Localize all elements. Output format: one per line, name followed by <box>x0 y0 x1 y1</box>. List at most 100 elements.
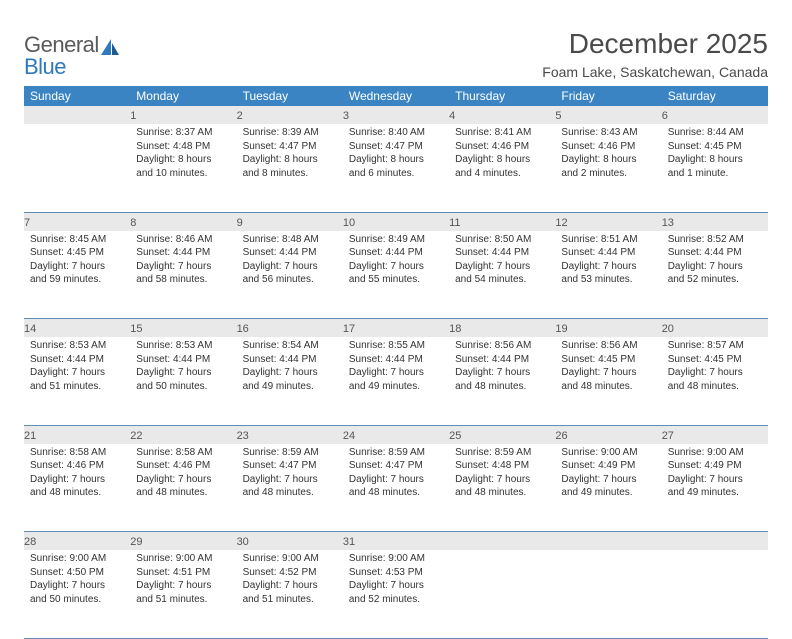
day-content: Sunrise: 8:45 AMSunset: 4:45 PMDaylight:… <box>24 231 130 291</box>
day-line: Sunset: 4:47 PM <box>349 140 443 154</box>
day-line: Sunset: 4:44 PM <box>561 246 655 260</box>
daynum-cell: 23 <box>237 425 343 444</box>
day-cell: Sunrise: 9:00 AMSunset: 4:49 PMDaylight:… <box>555 444 661 532</box>
daynum-cell: 20 <box>662 319 768 338</box>
day-number: 31 <box>343 536 355 548</box>
day-line: Sunset: 4:46 PM <box>136 459 230 473</box>
day-line: Daylight: 7 hours <box>668 473 762 487</box>
day-line: Sunset: 4:47 PM <box>243 459 337 473</box>
day-number: 23 <box>237 430 249 442</box>
day-line: and 49 minutes. <box>243 380 337 394</box>
day-number: 9 <box>237 217 243 229</box>
day-line: Sunrise: 8:53 AM <box>136 339 230 353</box>
daynum-row: 78910111213 <box>24 212 768 231</box>
day-content-row: Sunrise: 8:37 AMSunset: 4:48 PMDaylight:… <box>24 124 768 212</box>
day-line: Sunrise: 8:43 AM <box>561 126 655 140</box>
day-content: Sunrise: 9:00 AMSunset: 4:51 PMDaylight:… <box>130 550 236 610</box>
day-cell: Sunrise: 8:57 AMSunset: 4:45 PMDaylight:… <box>662 337 768 425</box>
day-content-row: Sunrise: 8:58 AMSunset: 4:46 PMDaylight:… <box>24 444 768 532</box>
day-cell: Sunrise: 8:58 AMSunset: 4:46 PMDaylight:… <box>130 444 236 532</box>
day-line: and 48 minutes. <box>561 380 655 394</box>
day-content: Sunrise: 9:00 AMSunset: 4:49 PMDaylight:… <box>662 444 768 504</box>
daynum-cell: 12 <box>555 212 661 231</box>
day-content: Sunrise: 8:48 AMSunset: 4:44 PMDaylight:… <box>237 231 343 291</box>
logo-word-blue: Blue <box>24 56 99 78</box>
day-content: Sunrise: 8:39 AMSunset: 4:47 PMDaylight:… <box>237 124 343 184</box>
day-content: Sunrise: 8:59 AMSunset: 4:48 PMDaylight:… <box>449 444 555 504</box>
day-cell: Sunrise: 9:00 AMSunset: 4:53 PMDaylight:… <box>343 550 449 638</box>
daynum-cell: 25 <box>449 425 555 444</box>
day-line: Sunset: 4:47 PM <box>243 140 337 154</box>
day-line: and 2 minutes. <box>561 167 655 181</box>
day-content: Sunrise: 8:57 AMSunset: 4:45 PMDaylight:… <box>662 337 768 397</box>
day-line: Sunrise: 8:59 AM <box>455 446 549 460</box>
day-content: Sunrise: 8:58 AMSunset: 4:46 PMDaylight:… <box>130 444 236 504</box>
day-line: Daylight: 7 hours <box>349 366 443 380</box>
day-line: Sunset: 4:45 PM <box>561 353 655 367</box>
day-line: Sunrise: 8:44 AM <box>668 126 762 140</box>
day-number: 19 <box>555 323 567 335</box>
day-cell: Sunrise: 8:48 AMSunset: 4:44 PMDaylight:… <box>237 231 343 319</box>
day-content: Sunrise: 8:52 AMSunset: 4:44 PMDaylight:… <box>662 231 768 291</box>
day-content-row: Sunrise: 8:53 AMSunset: 4:44 PMDaylight:… <box>24 337 768 425</box>
day-line: Daylight: 7 hours <box>561 473 655 487</box>
day-line: Sunrise: 9:00 AM <box>30 552 124 566</box>
day-line: Daylight: 7 hours <box>136 366 230 380</box>
day-line: and 52 minutes. <box>349 593 443 607</box>
day-cell <box>662 550 768 638</box>
day-content: Sunrise: 8:46 AMSunset: 4:44 PMDaylight:… <box>130 231 236 291</box>
day-cell: Sunrise: 8:39 AMSunset: 4:47 PMDaylight:… <box>237 124 343 212</box>
day-line: Sunset: 4:50 PM <box>30 566 124 580</box>
day-line: Sunset: 4:46 PM <box>30 459 124 473</box>
day-line: Sunset: 4:45 PM <box>668 353 762 367</box>
day-line: Daylight: 8 hours <box>455 153 549 167</box>
daynum-cell: 2 <box>237 106 343 124</box>
day-content: Sunrise: 8:58 AMSunset: 4:46 PMDaylight:… <box>24 444 130 504</box>
day-cell: Sunrise: 8:59 AMSunset: 4:48 PMDaylight:… <box>449 444 555 532</box>
day-cell: Sunrise: 8:53 AMSunset: 4:44 PMDaylight:… <box>24 337 130 425</box>
day-cell <box>24 124 130 212</box>
day-line: Sunrise: 9:00 AM <box>561 446 655 460</box>
day-line: and 55 minutes. <box>349 273 443 287</box>
day-content: Sunrise: 9:00 AMSunset: 4:50 PMDaylight:… <box>24 550 130 610</box>
day-line: Sunset: 4:48 PM <box>455 459 549 473</box>
day-line: Sunset: 4:46 PM <box>455 140 549 154</box>
day-number: 27 <box>662 430 674 442</box>
daynum-cell <box>24 106 130 124</box>
day-line: and 49 minutes. <box>561 486 655 500</box>
day-number: 29 <box>130 536 142 548</box>
day-header: Sunday <box>24 86 130 106</box>
day-number: 26 <box>555 430 567 442</box>
daynum-cell: 31 <box>343 532 449 551</box>
daynum-cell: 11 <box>449 212 555 231</box>
day-line: and 52 minutes. <box>668 273 762 287</box>
day-content-row: Sunrise: 9:00 AMSunset: 4:50 PM Daylight:… <box>24 550 768 638</box>
day-line: Sunrise: 8:37 AM <box>136 126 230 140</box>
daynum-cell: 24 <box>343 425 449 444</box>
day-line: Daylight: 8 hours <box>561 153 655 167</box>
day-line: Daylight: 7 hours <box>243 579 337 593</box>
day-content: Sunrise: 8:44 AMSunset: 4:45 PMDaylight:… <box>662 124 768 184</box>
day-cell: Sunrise: 8:41 AMSunset: 4:46 PMDaylight:… <box>449 124 555 212</box>
day-header: Monday <box>130 86 236 106</box>
day-line: Daylight: 7 hours <box>668 260 762 274</box>
daynum-cell: 19 <box>555 319 661 338</box>
daynum-row: 28293031 <box>24 532 768 551</box>
day-line: and 48 minutes. <box>455 486 549 500</box>
day-line: Daylight: 7 hours <box>349 579 443 593</box>
day-content: Sunrise: 8:41 AMSunset: 4:46 PMDaylight:… <box>449 124 555 184</box>
day-number: 2 <box>237 110 243 122</box>
day-line: Sunset: 4:44 PM <box>136 246 230 260</box>
day-line: Sunrise: 8:53 AM <box>30 339 124 353</box>
day-line: Sunrise: 9:00 AM <box>668 446 762 460</box>
day-line: Sunset: 4:52 PM <box>243 566 337 580</box>
day-line: Sunrise: 8:54 AM <box>243 339 337 353</box>
daynum-cell <box>662 532 768 551</box>
day-line: and 51 minutes. <box>243 593 337 607</box>
day-line: Sunrise: 8:48 AM <box>243 233 337 247</box>
daynum-cell: 1 <box>130 106 236 124</box>
day-content: Sunrise: 8:49 AMSunset: 4:44 PMDaylight:… <box>343 231 449 291</box>
daynum-cell: 14 <box>24 319 130 338</box>
day-cell: Sunrise: 8:40 AMSunset: 4:47 PMDaylight:… <box>343 124 449 212</box>
day-number: 8 <box>130 217 136 229</box>
